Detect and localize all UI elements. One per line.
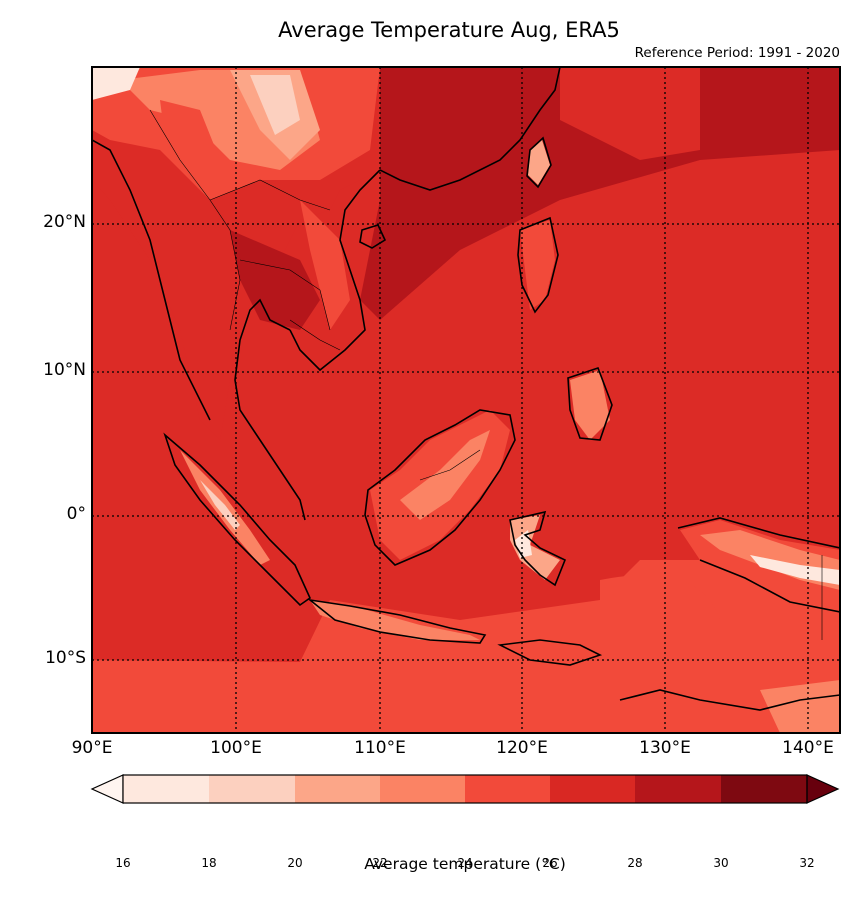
colorbar-label: Average temperature (°C)	[364, 855, 566, 873]
lat-label-0: 0°	[66, 504, 86, 524]
malay-peninsula-coast	[234, 298, 306, 521]
khorat-warm	[230, 230, 320, 330]
country-borders	[149, 109, 823, 640]
colorbar-tick-16: 16	[115, 856, 131, 870]
china-coast	[379, 67, 561, 191]
map-frame	[91, 66, 841, 734]
pacific-band	[560, 67, 700, 160]
border-borneo	[419, 449, 481, 481]
colorbar-bin-20-22	[295, 775, 380, 803]
lat-label-20n: 20°N	[43, 212, 86, 232]
java-coast	[307, 598, 487, 644]
luzon-coast	[517, 216, 559, 314]
colorbar-over-arrow	[806, 774, 840, 804]
new-guinea-south-coast	[699, 559, 840, 613]
temperature-field	[92, 67, 840, 733]
colorbar-bin-16-18	[123, 775, 209, 803]
borneo-interior	[400, 430, 490, 520]
lat-label-10n: 10°N	[43, 360, 86, 380]
coastlines	[92, 67, 840, 711]
colorbar-tick-20: 20	[287, 856, 303, 870]
java-land	[310, 600, 480, 640]
colorbar-tick-22: 22	[372, 856, 388, 870]
lat-label-10s: 10°S	[45, 648, 86, 668]
taiwan-land	[528, 140, 550, 185]
border-laos-china	[209, 179, 331, 211]
colorbar-tick-28: 28	[627, 856, 643, 870]
border-laos-cambodia	[239, 259, 331, 331]
lon-label-140e: 140°E	[782, 738, 834, 758]
shan-hills	[160, 100, 220, 170]
warm-sea-north	[360, 67, 840, 320]
gridlines	[92, 67, 840, 733]
new-guinea-highlands	[750, 555, 840, 585]
border-cambodia-vietnam	[289, 319, 341, 351]
colorbar-bin-28-30	[635, 775, 721, 803]
figure-subtitle: Reference Period: 1991 - 2020	[634, 45, 840, 61]
colorbar-bin-24-26	[465, 775, 550, 803]
colorbar-tick-30: 30	[713, 856, 729, 870]
australia-coast	[619, 689, 840, 711]
colorbar-bin-26-28	[550, 775, 635, 803]
colorbar-tick-18: 18	[201, 856, 217, 870]
sumatra-peak	[200, 480, 240, 530]
figure-title: Average Temperature Aug, ERA5	[278, 18, 620, 42]
ne-australia-cool	[760, 680, 840, 733]
sulawesi-land	[510, 515, 560, 580]
border-myanmar-thailand	[149, 109, 241, 331]
lon-label-100e: 100°E	[210, 738, 262, 758]
mindanao-coast	[567, 366, 613, 441]
tibet-cold	[92, 67, 140, 100]
colorbar	[90, 774, 840, 804]
hainan-coast	[359, 224, 387, 249]
colorbar-bin-18-20	[209, 775, 295, 803]
colorbar-tick-32: 32	[799, 856, 815, 870]
colorbar-tick-24: 24	[457, 856, 473, 870]
mindanao-land	[570, 370, 610, 440]
colorbar-frame	[122, 774, 808, 804]
colorbar-bin-22-24	[380, 775, 465, 803]
myanmar-coast	[92, 139, 211, 421]
colorbar-bin-30-32	[721, 775, 807, 803]
new-guinea-north-coast	[677, 517, 840, 549]
taiwan-coast	[526, 136, 552, 189]
colorbar-tick-26: 26	[542, 856, 558, 870]
lesser-sunda-coast	[497, 639, 603, 666]
plateau-cool	[250, 75, 300, 135]
borneo-coast	[364, 409, 516, 566]
vietnam-coast	[289, 169, 381, 372]
lon-label-110e: 110°E	[354, 738, 406, 758]
lon-label-90e: 90°E	[71, 738, 113, 758]
luzon-land	[520, 220, 555, 310]
lon-label-130e: 130°E	[639, 738, 691, 758]
sulawesi-coast	[509, 510, 567, 587]
annamite-range	[300, 200, 350, 330]
lon-label-120e: 120°E	[496, 738, 548, 758]
sumatra-coast	[163, 432, 312, 607]
colorbar-under-arrow	[90, 774, 124, 804]
